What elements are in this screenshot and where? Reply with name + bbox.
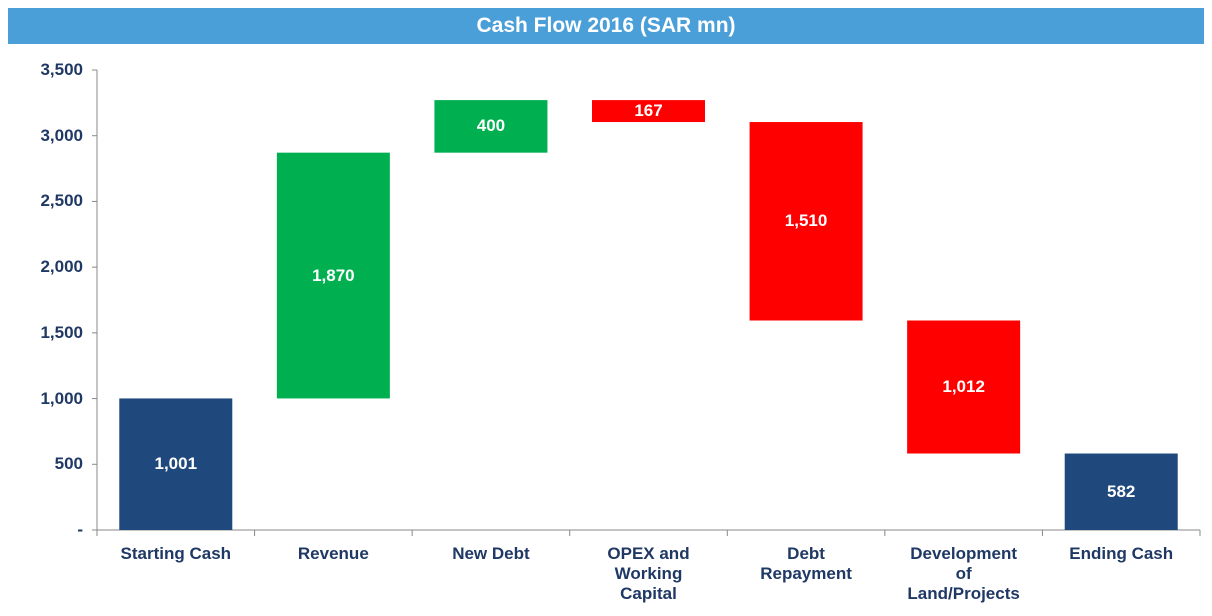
value-label: 1,001 (154, 454, 198, 474)
x-tick-label: OPEX and Working Capital (607, 544, 690, 603)
value-label: 400 (476, 116, 506, 136)
value-label: 1,510 (784, 211, 828, 231)
value-label: 1,012 (942, 377, 985, 396)
bar (434, 100, 548, 153)
chart-title: Cash Flow 2016 (SAR mn) (8, 8, 1204, 44)
bar (276, 152, 390, 399)
x-tick-label: Starting Cash (120, 544, 232, 563)
value-label: 167 (634, 101, 663, 121)
y-tick-label: 500 (54, 454, 83, 474)
y-tick-label: 3,000 (40, 125, 83, 145)
bar (592, 100, 705, 123)
x-tick-label: Debt Repayment (760, 544, 852, 583)
y-tick-label: 1,000 (40, 388, 83, 408)
y-tick-label: - (77, 520, 83, 539)
value-label: 1,870 (312, 265, 355, 285)
x-tick-label: Ending Cash (1069, 544, 1174, 563)
bar (907, 320, 1021, 454)
bar (119, 398, 233, 530)
y-tick-label: 1,500 (40, 322, 83, 342)
y-tick-label: 2,500 (40, 191, 83, 211)
x-tick-label: Revenue (297, 544, 369, 563)
x-tick-label: New Debt (452, 544, 530, 563)
y-tick-label: 2,000 (40, 257, 83, 277)
y-tick-label: 3,500 (40, 60, 83, 79)
x-tick-label: Development of Land/Projects (907, 544, 1020, 603)
value-label: 582 (1107, 481, 1136, 501)
bar (749, 122, 863, 321)
bar (1064, 453, 1178, 530)
